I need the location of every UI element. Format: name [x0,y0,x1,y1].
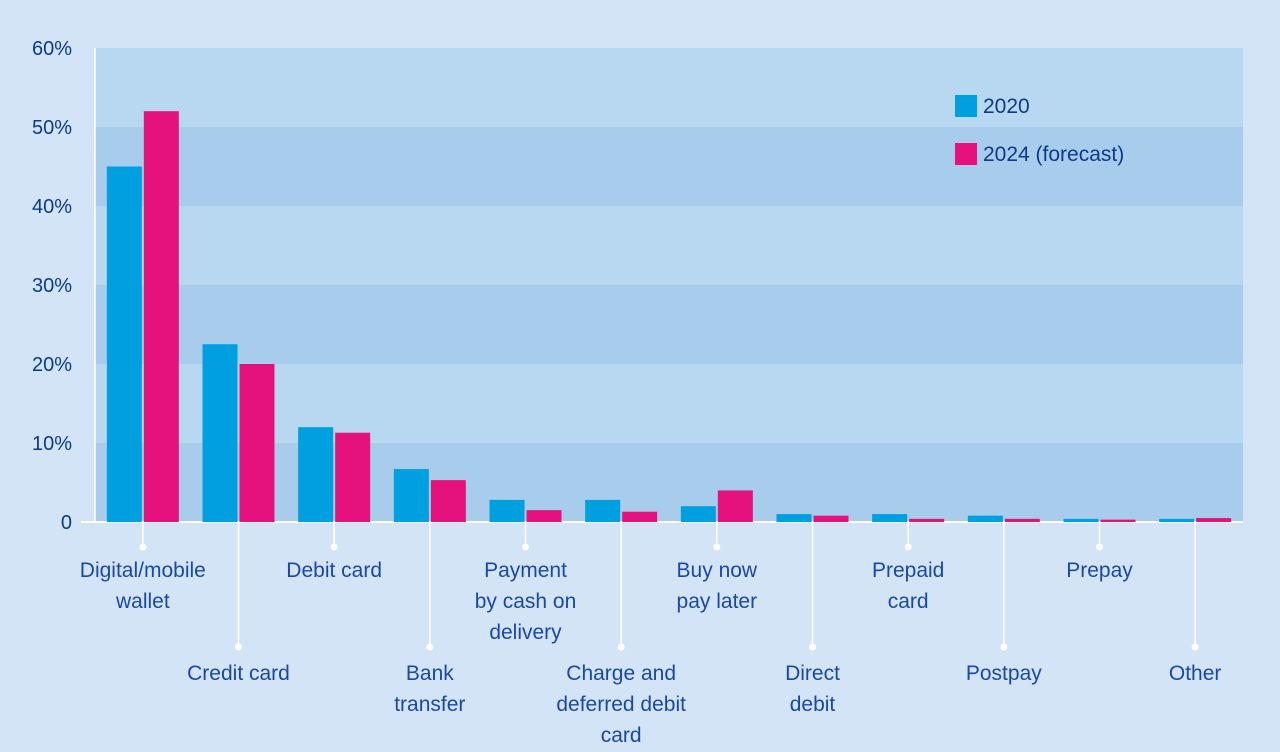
y-tick-label: 50% [32,117,72,139]
bar-series-2 [622,511,658,522]
bar-series-2 [1196,518,1232,522]
category-label: Direct debit [785,662,840,716]
category-label: Buy now pay later [677,559,758,613]
connector-dot [809,643,816,651]
connector-dot [426,643,434,651]
y-axis: 0 10% 20% 30% 40% 50% 60% [32,38,72,534]
bar-series-2 [717,490,753,522]
category-label: Credit card [187,662,290,685]
connector-dot [522,543,529,551]
grid-band [95,285,1243,364]
category-label-line: debit [790,693,836,716]
y-tick-label: 60% [32,38,72,60]
bar-series-1 [776,514,812,522]
connector-dot [904,543,912,551]
bar-series-2 [909,518,945,522]
category-label: Other [1169,662,1222,685]
category-label-line: card [601,724,642,747]
legend-swatch [955,95,977,117]
bar-series-1 [967,515,1003,522]
connector-dot [713,543,721,551]
category-label-line: Credit card [187,662,290,685]
y-tick-label: 0 [61,512,72,534]
category-label: Prepaid card [872,559,944,613]
category-label-line: deferred debit [556,693,686,716]
category-label-line: Bank [406,662,454,685]
category-label: Bank transfer [394,662,465,716]
category-label-line: Charge and [566,662,676,685]
bar-series-2 [143,111,179,522]
category-label: Charge and deferred debit card [556,662,686,747]
category-label: Digital/mobile wallet [80,559,206,613]
grid-band [95,48,1243,127]
connector-dot [1191,643,1199,651]
plot-bands [81,48,1243,523]
grid-band [95,206,1243,285]
bar-series-1 [489,499,525,522]
connector-dot [330,543,338,551]
bar-series-1 [1159,518,1195,522]
x-axis: Digital/mobile wallet Credit card Debit car… [80,522,1222,747]
category-label-line: Direct [785,662,840,685]
category-label-line: by cash on [475,590,577,613]
legend-label: 2024 (forecast) [983,143,1124,166]
legend-label: 2020 [983,95,1030,118]
y-tick-label: 10% [32,433,72,455]
bar-series-1 [393,469,429,522]
category-label-line: Prepaid [872,559,944,582]
bar-series-2 [239,364,275,522]
category-label: Payment by cash on delivery [475,559,577,644]
bar-series-1 [1063,518,1099,522]
bar-series-2 [430,480,466,522]
category-label: Postpay [966,662,1042,685]
bar-series-1 [680,506,716,522]
bar-series-1 [202,344,238,522]
connector-dot [1000,643,1008,651]
category-label-line: Payment [484,559,567,582]
category-label-line: Other [1169,662,1222,685]
connector-dot [1096,543,1103,551]
y-tick-label: 40% [32,196,72,218]
bar-series-1 [872,514,908,522]
grid-band [95,127,1243,206]
bar-series-2 [813,515,849,522]
category-label-line: Postpay [966,662,1042,685]
category-label-line: card [888,590,929,613]
legend-swatch [955,143,977,165]
category-label-line: delivery [489,621,562,644]
bar-series-1 [106,166,142,522]
category-label-line: transfer [394,693,465,716]
bar-series-2 [526,510,562,522]
bar-series-2 [1100,519,1136,522]
grid-band [95,443,1243,522]
y-tick-label: 30% [32,275,72,297]
category-label-line: wallet [115,590,170,613]
y-tick-label: 20% [32,354,72,376]
bar-series-2 [335,432,371,522]
category-label: Debit card [286,559,382,582]
connector-dot [617,643,625,651]
bars [106,111,1232,522]
connector-dot [139,543,147,551]
category-label-line: Buy now [677,559,758,582]
bar-series-1 [298,427,334,522]
connector-dot [235,643,242,651]
category-label-line: Prepay [1066,559,1133,582]
legend: 2020 2024 (forecast) [955,95,1124,166]
grid-band [95,364,1243,443]
category-label-line: Debit card [286,559,382,582]
category-label-line: pay later [677,590,758,613]
category-label-line: Digital/mobile [80,559,206,582]
bar-series-2 [1004,518,1040,522]
category-label: Prepay [1066,559,1133,582]
bar-series-1 [585,499,621,522]
